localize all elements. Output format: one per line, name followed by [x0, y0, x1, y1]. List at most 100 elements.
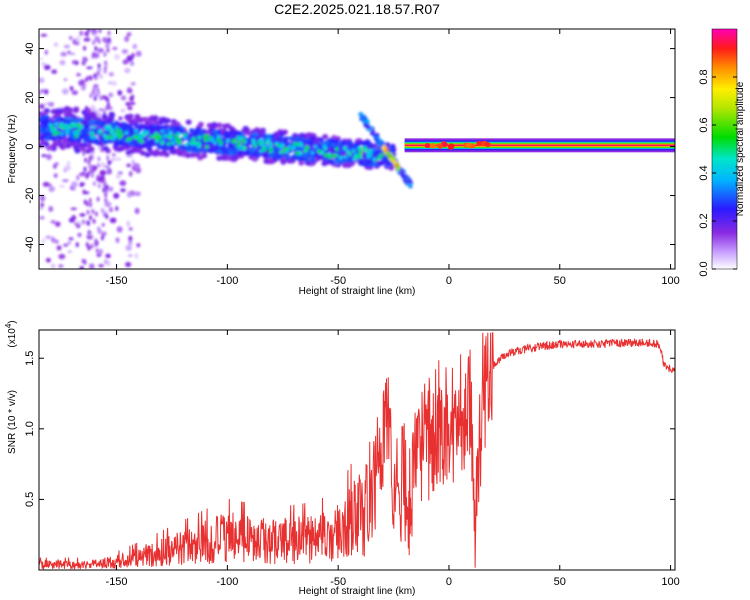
heatmap-hotspot [53, 122, 58, 127]
snr-x-tick-label: -100 [216, 576, 238, 588]
steady-line-blip [465, 142, 472, 148]
heatmap-cell [74, 119, 80, 124]
heatmap-speck [41, 62, 47, 66]
heatmap-cell [305, 156, 311, 161]
heatmap-speck [79, 213, 86, 217]
heatmap-hotspot [265, 140, 270, 145]
heatmap-speck [116, 173, 122, 179]
heatmap-hotspot [149, 135, 154, 139]
heatmap-hotspot [267, 144, 272, 149]
heatmap-speck [120, 188, 126, 193]
heatmap-cell [322, 134, 329, 140]
heatmap-speck [134, 252, 138, 259]
heatmap-cell [50, 136, 56, 141]
heatmap-speck [69, 86, 74, 91]
heatmap-cell [102, 145, 109, 152]
heatmap-speck [128, 235, 133, 242]
heatmap-speck [112, 47, 118, 50]
heatmap-speck [119, 180, 127, 187]
heatmap-speck [88, 197, 92, 203]
heatmap-speck [79, 182, 85, 187]
heatmap-hotspot [342, 146, 347, 150]
heatmap-speck [87, 229, 91, 235]
heatmap-hotspot [386, 152, 390, 156]
heatmap-cell [58, 108, 65, 114]
heatmap-speck [64, 164, 71, 171]
heatmap-cell [220, 155, 227, 161]
heatmap-hotspot [241, 147, 246, 151]
heatmap-hotspot [292, 142, 297, 146]
heatmap-hotspot [295, 151, 300, 155]
heatmap-cell [163, 151, 170, 158]
heatmap-speck [133, 162, 141, 169]
heatmap-speck [39, 77, 45, 84]
heatmap-cell [298, 160, 305, 166]
heatmap-speck [71, 90, 79, 95]
heatmap-hotspot [334, 147, 339, 151]
heatmap-cell [133, 122, 139, 128]
heatmap-hotspot [218, 140, 223, 145]
heatmap-cell [194, 152, 201, 158]
heatmap-cell [346, 140, 352, 146]
heatmap-speck [68, 52, 76, 56]
heatmap-hotspot [163, 134, 168, 138]
heatmap-speck [126, 32, 131, 37]
heatmap-cell [121, 127, 127, 133]
steady-line-layer [404, 138, 675, 153]
heatmap-speck [104, 201, 112, 208]
heatmap-cell [165, 127, 171, 133]
heatmap-hotspot [269, 142, 274, 146]
heatmap-speck [104, 259, 108, 265]
heatmap-speck [95, 248, 100, 253]
heatmap-speck [103, 51, 107, 57]
heatmap-speck [106, 260, 111, 267]
heatmap-hotspot [97, 129, 102, 134]
heatmap-cell [374, 135, 379, 140]
heatmap-speck [58, 253, 66, 260]
heatmap-speck [50, 263, 56, 269]
heatmap-speck [51, 69, 58, 74]
heatmap-speck [39, 57, 43, 61]
heatmap-cell [174, 121, 181, 127]
heatmap-hotspot [260, 140, 265, 145]
heatmap-speck [108, 81, 113, 85]
heatmap-speck [92, 181, 96, 187]
heatmap-speck [83, 45, 87, 51]
heatmap-hotspot [109, 130, 114, 134]
heatmap-speck [109, 217, 117, 224]
heatmap-speck [54, 162, 59, 166]
heatmap-speck [105, 96, 109, 102]
heatmap-speck [39, 216, 45, 220]
heatmap-speck [79, 265, 85, 269]
snr-x-tick-label: -50 [330, 576, 346, 588]
heatmap-speck [60, 51, 68, 57]
snr-multiplier: (x104) [4, 320, 18, 347]
heatmap-cell [210, 147, 216, 152]
heatmap-cell [144, 152, 151, 158]
steady-line-blip [437, 143, 444, 149]
heatmap-cell [358, 112, 363, 117]
waterfall-y-tick-label: -20 [24, 188, 36, 204]
heatmap-speck [99, 169, 107, 176]
heatmap-cell [252, 132, 259, 137]
heatmap-speck [98, 29, 102, 34]
heatmap-cell [390, 143, 396, 149]
heatmap-speck [101, 223, 105, 227]
heatmap-cell [39, 126, 44, 132]
heatmap-speck [40, 33, 48, 37]
heatmap-speck [76, 220, 80, 225]
heatmap-speck [96, 174, 100, 180]
heatmap-cell [73, 106, 80, 112]
heatmap-speck [125, 262, 132, 268]
heatmap-cell [245, 141, 251, 147]
heatmap-cell [147, 126, 153, 131]
heatmap-speck [89, 202, 93, 208]
heatmap-speck [126, 191, 132, 198]
heatmap-speck [78, 80, 84, 86]
heatmap-cell [282, 137, 288, 143]
heatmap-speck [84, 157, 88, 163]
heatmap-speck [86, 209, 90, 215]
heatmap-speck [66, 161, 71, 165]
heatmap-cell [83, 114, 90, 120]
heatmap-cell [39, 103, 45, 109]
